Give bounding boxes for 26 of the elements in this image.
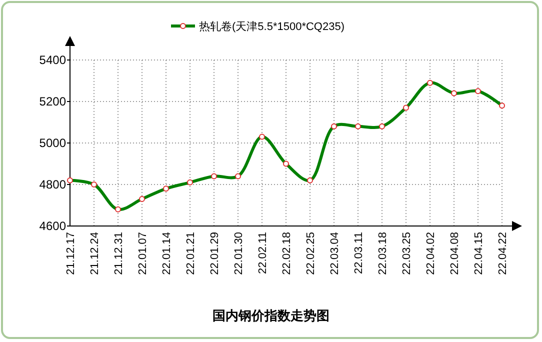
x-tick-label: 22.01.14 bbox=[161, 232, 173, 275]
x-tick-label: 22.04.22 bbox=[497, 232, 509, 275]
x-tick-label: 22.01.07 bbox=[137, 232, 149, 275]
x-tick-label: 22.03.18 bbox=[377, 232, 389, 275]
x-tick-label: 21.12.24 bbox=[89, 232, 101, 275]
x-tick-label: 22.04.15 bbox=[473, 232, 485, 275]
x-tick-label: 22.04.08 bbox=[449, 232, 461, 275]
x-tick-label: 22.01.21 bbox=[185, 232, 197, 275]
y-tick-label: 4600 bbox=[39, 219, 66, 234]
x-tick-label: 22.03.11 bbox=[353, 232, 365, 274]
y-tick-label: 5400 bbox=[39, 53, 66, 68]
y-tick-label: 4800 bbox=[39, 178, 66, 192]
x-tick-label: 22.04.02 bbox=[425, 232, 437, 275]
x-tick-label: 22.02.18 bbox=[281, 232, 293, 275]
x-tick-label: 22.03.04 bbox=[329, 232, 341, 275]
y-tick-label: 5200 bbox=[39, 94, 66, 109]
legend-label: 热轧卷(天津5.5*1500*CQ235) bbox=[199, 20, 345, 33]
x-tick-label: 22.02.11 bbox=[257, 232, 269, 274]
x-tick-label: 22.01.29 bbox=[209, 232, 221, 275]
x-tick-label: 22.01.30 bbox=[233, 232, 245, 275]
y-tick-label: 5000 bbox=[39, 136, 66, 150]
x-tick-label: 22.03.25 bbox=[401, 232, 413, 275]
x-tick-label: 21.12.17 bbox=[65, 232, 77, 275]
text: 国内钢价指数走势图 bbox=[212, 308, 330, 324]
x-tick-label: 22.02.25 bbox=[305, 232, 317, 275]
x-tick-label: 21.12.31 bbox=[113, 232, 125, 275]
